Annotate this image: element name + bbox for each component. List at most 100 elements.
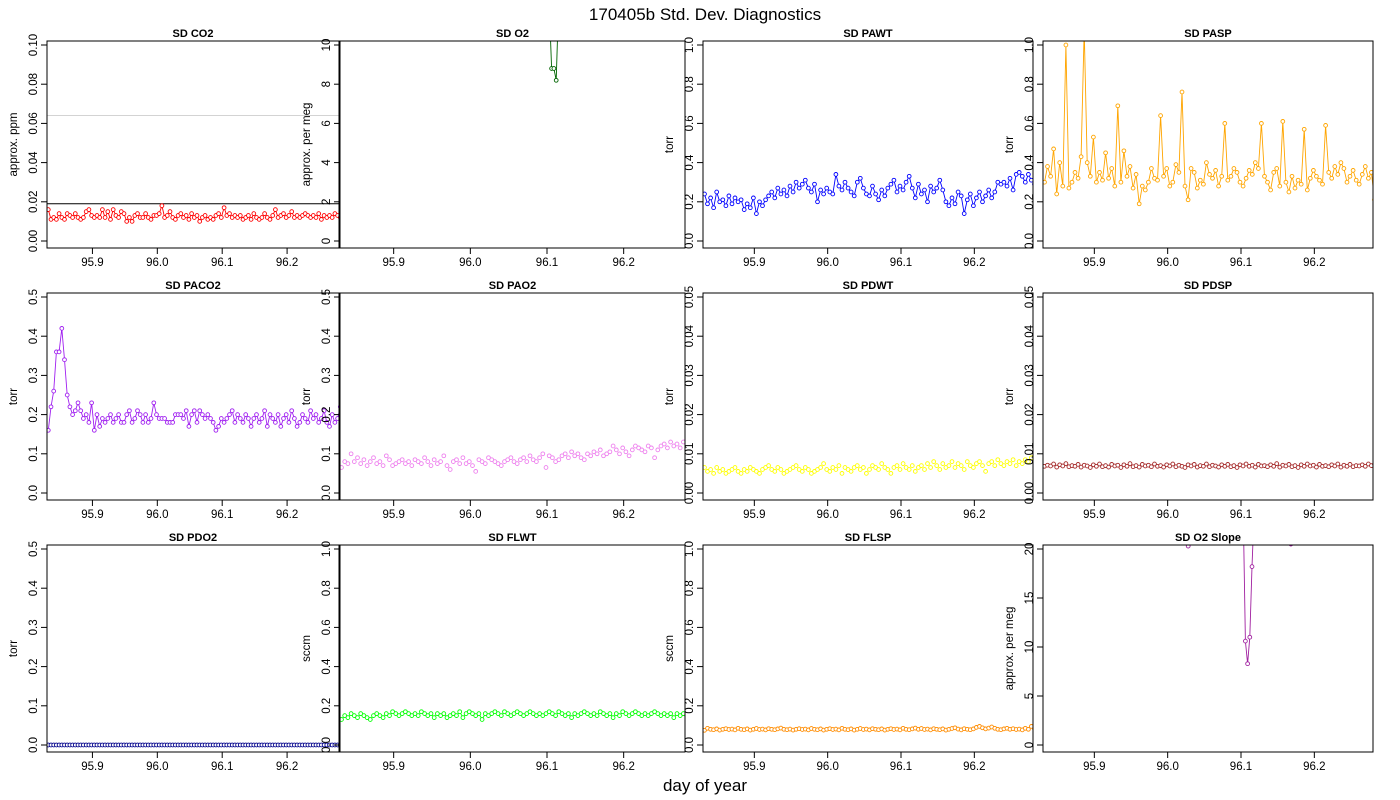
panel-sd-co2-data-point: [105, 209, 111, 214]
panel-sd-o2-y-tick-label: 0: [321, 238, 333, 244]
panel-sd-o2-data-point: [547, 4, 551, 8]
panel-sd-pdwt-x-tick-label: 95.9: [743, 509, 765, 521]
panel-sd-o2-slope-title: SD O2 Slope: [1175, 532, 1241, 544]
panel-sd-pdwt-data-point: [894, 463, 900, 468]
panel-sd-pawt-x-tick-label: 96.1: [890, 257, 912, 269]
panel-sd-paco2-data-point: [324, 420, 330, 425]
panel-sd-pdwt-data-point: [818, 465, 823, 470]
panel-sd-pasp-data-point: [1234, 170, 1240, 175]
panel-sd-pdsp-data-point: [1271, 463, 1277, 469]
panel-sd-pawt-data-point: [738, 197, 744, 203]
panel-sd-pasp-data-point: [1063, 42, 1069, 48]
panel-sd-pao2-data-point: [377, 459, 383, 464]
panel-sd-paco2-data-point: [232, 420, 238, 425]
panel-sd-flwt-data-point: [479, 717, 485, 722]
panel-sd-pasp-data-point: [1201, 181, 1206, 187]
panel-sd-paco2-data-point: [78, 408, 84, 414]
panel-sd-pasp-data-point: [1130, 185, 1136, 191]
panel-sd-pdsp-data-point: [1060, 463, 1066, 469]
panel-sd-paco2-data-point: [108, 412, 113, 417]
panel-sd-pao2-x-tick-label: 96.1: [536, 509, 558, 521]
panel-sd-pawt-data-point: [1016, 170, 1022, 175]
panel-sd-flsp-frame: [702, 544, 1034, 753]
panel-sd-paco2-data-point: [310, 416, 316, 421]
panel-sd-paco2-data-point: [143, 412, 148, 417]
panel-sd-pao2-data-point: [591, 449, 597, 455]
panel-sd-pao2-data-point: [355, 455, 360, 461]
panel-sd-o2-slope-x-tick-label: 95.9: [1083, 761, 1105, 773]
panel-sd-pdwt-data-point: [772, 469, 778, 474]
panel-sd-paco2-data-point: [202, 416, 208, 421]
panel-sd-pdwt-data-point: [1029, 455, 1033, 461]
panel-sd-paco2-data-point: [48, 404, 54, 410]
panel-sd-pawt-y-tick-label: 0.2: [684, 194, 696, 210]
panel-sd-pdwt-y-tick-label: 0.04: [684, 324, 696, 347]
panel-sd-pdwt-data-point: [827, 469, 833, 474]
panel-sd-flwt-data-point: [498, 713, 504, 718]
panel-sd-pasp-data-point: [1332, 164, 1338, 169]
panel-sd-flwt-data-point: [340, 717, 344, 722]
panel-sd-pdwt-data-point: [925, 461, 930, 466]
panel-sd-flsp-plot-area: [703, 724, 1033, 733]
panel-sd-flsp-x-tick-label: 96.1: [890, 761, 912, 773]
panel-sd-pasp-data-point: [1112, 183, 1118, 189]
panel-sd-pdo2-y-label: torr: [8, 640, 20, 657]
panel-sd-flsp-x-tick-label: 96.0: [816, 761, 838, 773]
panel-sd-pao2-data-point: [594, 451, 600, 457]
panel-sd-pasp-data-point: [1335, 172, 1341, 177]
panel-sd-pao2-data-point: [534, 459, 539, 464]
panel-sd-pawt-data-point: [980, 199, 985, 205]
panel-sd-pawt-data-point: [772, 195, 778, 201]
panel-sd-pao2-data-point: [613, 447, 619, 453]
panel-sd-pasp-data-point: [1173, 162, 1179, 167]
panel-sd-co2-y-label: approx. ppm: [8, 113, 20, 177]
panel-sd-flwt-y-tick-label: 0.4: [321, 658, 333, 675]
panel-sd-pasp-data-point: [1136, 201, 1142, 207]
panel-sd-pdo2-x-tick-label: 96.0: [146, 761, 168, 773]
panel-sd-pdsp-data-point: [1252, 464, 1258, 470]
panel-sd-paco2-data-point: [62, 357, 67, 363]
panel-sd-flwt-data-point: [540, 713, 546, 718]
panel-sd-pao2-data-point: [604, 451, 610, 457]
panel-sd-pasp-title: SD PASP: [1184, 28, 1231, 40]
panel-sd-pasp-data-point: [1311, 168, 1316, 173]
panel-sd-flwt-y-tick-label: 1.0: [321, 541, 333, 557]
panel-sd-pasp-data-point: [1320, 181, 1325, 187]
panel-sd-pdwt-data-point: [1013, 463, 1019, 468]
panel-sd-paco2-data-point: [110, 420, 116, 425]
panel-sd-pdsp-data-point: [1118, 465, 1124, 470]
panel-sd-pasp-y-label: torr: [1004, 136, 1016, 153]
panel-sd-pao2-data-point: [668, 439, 673, 445]
panel-sd-o2-y-tick-label: 2: [321, 199, 333, 205]
panel-sd-pdwt-data-point: [971, 465, 976, 470]
panel-sd-pao2-data-point: [406, 459, 411, 464]
panel-sd-paco2-data-point: [267, 412, 273, 417]
panel-sd-pasp-data-point: [1369, 170, 1373, 175]
panel-sd-paco2: SD PACO2 torr 0.0 0.1 0.2 0.3 0.4 0.5 95.9 96.0 96…: [8, 280, 340, 521]
panel-sd-flwt-data-point: [473, 713, 479, 718]
panel-sd-co2-data-point: [164, 213, 170, 218]
panel-sd-pao2-data-point: [479, 459, 485, 464]
panel-sd-co2-data-point: [186, 217, 192, 222]
panel-sd-pdsp-y-tick-label: 0.04: [1024, 324, 1036, 347]
panel-sd-flwt-x-tick-label: 96.1: [536, 761, 558, 773]
panel-sd-pawt-data-point: [1019, 173, 1025, 179]
panel-sd-pdwt-title: SD PDWT: [843, 280, 894, 292]
panel-sd-flwt-data-point: [658, 713, 664, 718]
panel-sd-pdwt-data-point: [738, 471, 744, 476]
panel-sd-o2-title: SD O2: [496, 28, 529, 40]
panel-sd-flwt-data-point: [681, 711, 685, 716]
panel-sd-pawt-data-point: [799, 181, 805, 187]
panel-sd-paco2-data-point: [81, 416, 86, 421]
panel-sd-flwt-data-point: [585, 711, 590, 716]
panel-sd-o2-slope-series-line: [1243, 545, 1254, 664]
panel-sd-pdwt-data-point: [833, 467, 839, 472]
panel-sd-co2-data-point: [221, 205, 227, 211]
panel-sd-pawt-data-point: [903, 179, 909, 185]
panel-sd-pao2-data-point: [498, 463, 504, 468]
panel-sd-pawt-data-point: [919, 191, 924, 197]
panel-sd-pasp-data-point: [1207, 172, 1212, 177]
panel-sd-pasp-data-point: [1182, 183, 1188, 189]
panel-sd-pasp-data-point: [1075, 175, 1081, 181]
panel-sd-o2-x-tick-label: 96.2: [612, 257, 634, 269]
